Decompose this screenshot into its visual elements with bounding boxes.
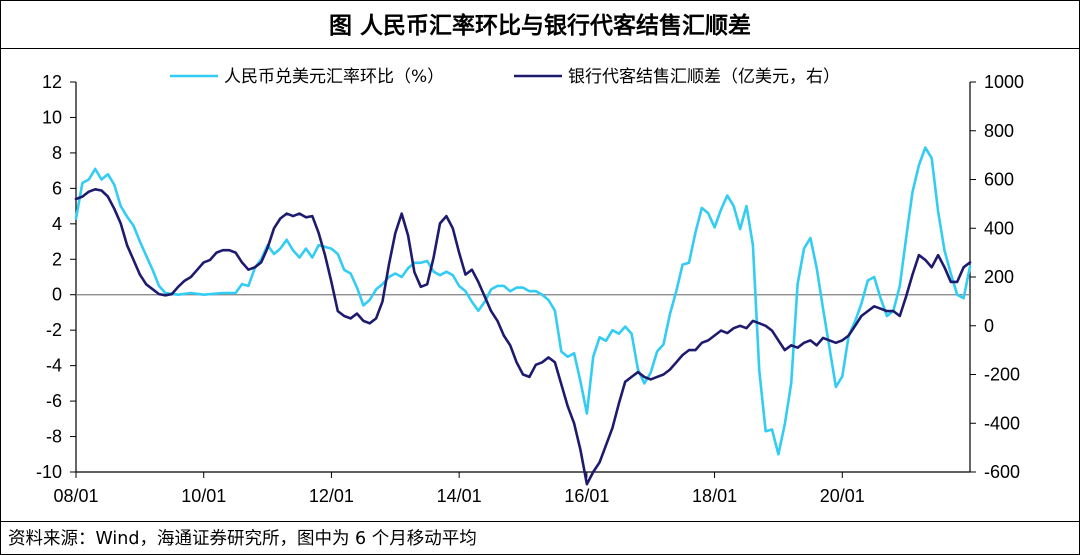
left-tick-label: -8	[46, 427, 62, 447]
left-tick-label: -6	[46, 391, 62, 411]
left-tick-label: 10	[42, 107, 62, 127]
x-tick-label: 14/01	[437, 486, 482, 506]
right-tick-label: 0	[984, 316, 994, 336]
left-tick-label: -4	[46, 356, 62, 376]
x-tick-label: 12/01	[309, 486, 354, 506]
left-tick-label: 12	[42, 72, 62, 92]
left-tick-label: 8	[52, 143, 62, 163]
left-tick-label: -2	[46, 320, 62, 340]
right-y-ticks: -600 -400 -200 0 200 400 600 800 1000	[970, 72, 1024, 482]
left-tick-label: 2	[52, 249, 62, 269]
right-tick-label: 200	[984, 267, 1014, 287]
right-tick-label: -400	[984, 413, 1020, 433]
left-tick-label: 4	[52, 214, 62, 234]
right-tick-label: -600	[984, 462, 1020, 482]
source-note: 资料来源：Wind，海通证券研究所，图中为 6 个月移动平均	[8, 529, 477, 549]
legend-label-rmb: 人民币兑美元汇率环比（%）	[224, 67, 444, 87]
right-tick-label: 600	[984, 170, 1014, 190]
right-tick-label: 400	[984, 218, 1014, 238]
right-tick-label: 1000	[984, 72, 1024, 92]
series-line-rmb	[74, 146, 972, 456]
chart-title: 图 人民币汇率环比与银行代客结售汇顺差	[329, 12, 751, 39]
x-tick-label: 20/01	[820, 486, 865, 506]
series-layer	[74, 146, 972, 486]
right-tick-label: -200	[984, 365, 1020, 385]
x-tick-label: 18/01	[692, 486, 737, 506]
x-tick-label: 08/01	[53, 486, 98, 506]
left-tick-label: -10	[36, 462, 62, 482]
left-tick-label: 6	[52, 178, 62, 198]
x-tick-label: 10/01	[181, 486, 226, 506]
left-tick-label: 0	[52, 285, 62, 305]
left-y-ticks: -10 -8 -6 -4 -2 0 2 4 6 8 10 12	[36, 72, 76, 482]
x-ticks: 08/01 10/01 12/01 14/01 16/01 18/01 20/01	[53, 472, 865, 506]
legend: 人民币兑美元汇率环比（%） 银行代客结售汇顺差（亿美元，右）	[170, 67, 840, 87]
legend-label-settlement: 银行代客结售汇顺差（亿美元，右）	[568, 67, 840, 87]
right-tick-label: 800	[984, 121, 1014, 141]
x-tick-label: 16/01	[564, 486, 609, 506]
series-line-settlement	[74, 188, 972, 486]
